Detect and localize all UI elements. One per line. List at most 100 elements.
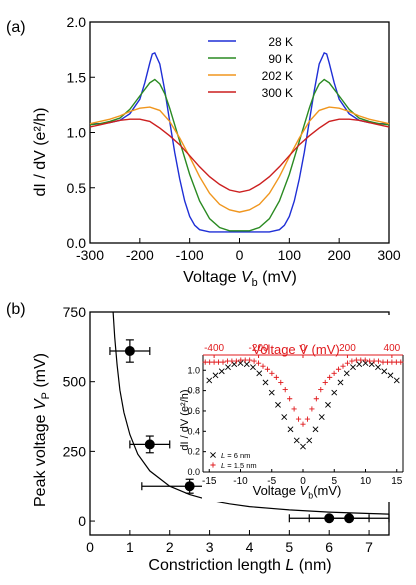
inset-plus-marker	[264, 366, 271, 372]
inset-legend-label: L = 1.5 nm	[221, 461, 257, 470]
inset-plus-marker	[215, 359, 222, 365]
inset-legend-label: L = 6 nm	[221, 451, 250, 460]
inset-top-xtick-label: -400	[204, 343, 224, 354]
panel-b-ylabel: Peak voltage VP (mV)	[32, 353, 52, 507]
inset-xtick-label: -5	[267, 476, 276, 487]
inset-x-marker	[312, 426, 319, 433]
inset-legend-marker	[210, 462, 216, 468]
inset-xtick-label: 0	[300, 476, 306, 487]
inset-plus-marker	[260, 363, 266, 369]
inset-plus-marker	[313, 396, 319, 402]
panel-a-ytick-label: 1.0	[67, 125, 87, 141]
inset-background	[202, 315, 414, 502]
inset-x-marker	[337, 379, 344, 386]
panel-a-xtick-label: -300	[76, 247, 104, 263]
inset-x-marker	[325, 401, 331, 408]
panel-b-xtick-label: 4	[246, 539, 254, 555]
inset-top-xtick-label: -200	[249, 343, 269, 354]
inset-plus-marker	[295, 416, 302, 422]
inset-x-marker	[287, 426, 294, 433]
inset-ytick-label: 0.8	[187, 386, 200, 396]
inset-plus-marker	[358, 357, 364, 363]
inset-x-marker	[343, 370, 350, 377]
panel-a-ytick-label: 1.5	[67, 69, 87, 85]
panel-b-xlabel: Constriction length L (nm)	[148, 557, 331, 574]
inset-top-xtick-label: 0	[300, 343, 306, 354]
panel-a-xlabel: Voltage Vb (mV)	[183, 269, 297, 289]
inset-plus-marker	[327, 374, 333, 380]
inset-x-marker	[225, 364, 231, 371]
panel-a-ytick-label: 0.0	[67, 235, 87, 251]
inset-plus-marker	[233, 358, 239, 364]
inset-plus-marker	[269, 370, 275, 376]
panel-b-xtick-label: 2	[166, 539, 174, 555]
inset-ytick-label: 0.4	[187, 426, 200, 436]
inset-xtick-label: -10	[233, 476, 248, 487]
panel-a-ytick-label: 2.0	[67, 14, 87, 30]
inset-xtick-label: 15	[391, 476, 403, 487]
inset-plus-marker	[207, 359, 213, 365]
inset-ytick-label: 0.2	[187, 447, 200, 457]
inset-xlabel-text: Voltage Vb(mV)	[253, 483, 342, 500]
panel-a-series-line	[89, 106, 390, 213]
inset-plus-marker	[278, 379, 284, 386]
inset-xtick-label: 5	[331, 476, 337, 487]
panel-a-ylabel: dI / dV (e²/h)	[32, 108, 49, 197]
panel-a-series-line	[89, 78, 390, 232]
panel-b-xlabel-text: Constriction length L (nm)	[148, 557, 331, 574]
inset-plus-marker	[389, 359, 395, 365]
inset-plus-marker	[349, 358, 355, 364]
inset-plus-marker	[322, 379, 328, 386]
inset-plus-marker	[318, 386, 324, 393]
inset-top-xtick-label: 400	[384, 343, 401, 354]
inset-plus-marker	[367, 358, 373, 364]
panel-a-frame	[89, 21, 390, 244]
panel-b-xtick-label: 0	[86, 539, 94, 555]
panel-b-data-point	[344, 513, 355, 524]
panel-a-legend-label: 28 K	[268, 35, 293, 49]
inset-top-xtick-label: 200	[339, 343, 356, 354]
inset-plus-marker	[344, 360, 351, 366]
panel-a-ytick-label: 0.5	[67, 180, 87, 196]
inset-ytick-label: 0.6	[187, 406, 200, 416]
inset-x-marker	[250, 364, 256, 371]
panel-a-xtick-label: 300	[377, 247, 401, 263]
panel-a-legend-label: 202 K	[262, 69, 293, 83]
inset-x-marker	[387, 372, 394, 379]
panel-a-plot: -300 -200 -100 0 100 200 300 0.0 0.5 1.0 1.5 2.0 28 …	[67, 14, 401, 263]
inset-x-marker	[381, 368, 388, 375]
inset-plus-marker	[371, 358, 377, 364]
inset-plus-marker	[220, 359, 226, 365]
inset-top-xlabel-text: Voltage V (mV)	[252, 342, 339, 357]
inset-plot: -15 -10 -5 0 5 10 15 -400 -200 0 200 400 0.0 0.2 0.4 0.…	[187, 315, 414, 502]
inset-x-marker	[331, 389, 338, 396]
panel-a-xtick-label: -200	[126, 247, 154, 263]
inset-xtick-label: -15	[202, 476, 217, 487]
inset-plus-marker	[287, 396, 293, 402]
inset-plus-marker	[393, 359, 399, 365]
inset-plus-marker	[242, 357, 248, 363]
inset-xtick-label: 10	[360, 476, 372, 487]
panel-b-xtick-label: 1	[126, 539, 134, 555]
inset-x-marker	[393, 377, 400, 384]
inset-x-marker	[300, 443, 306, 450]
panel-a-xtick-label: 0	[236, 247, 244, 263]
panel-b-xtick-label: 3	[206, 539, 214, 555]
inset-plus-marker	[331, 370, 337, 376]
panel-a-legend-label: 300 K	[262, 86, 293, 100]
panel-b-ytick-label: 750	[63, 304, 87, 320]
inset-plus-marker	[362, 357, 368, 363]
inset-x-marker	[350, 364, 356, 371]
inset-plus-marker	[247, 357, 253, 363]
inset-plus-marker	[335, 366, 342, 372]
inset-plus-marker	[384, 359, 391, 365]
panel-a-ylabel-text: dI / dV (e²/h)	[32, 108, 49, 197]
inset-plus-marker	[375, 358, 382, 364]
panel-b-ytick-label: 500	[63, 374, 87, 390]
panel-b-xtick-label: 7	[365, 539, 373, 555]
inset-plus-marker	[309, 406, 315, 412]
inset-ytick-label: 1.0	[187, 365, 200, 375]
inset-plus-marker	[255, 360, 262, 366]
panel-b-data-point	[124, 346, 135, 357]
